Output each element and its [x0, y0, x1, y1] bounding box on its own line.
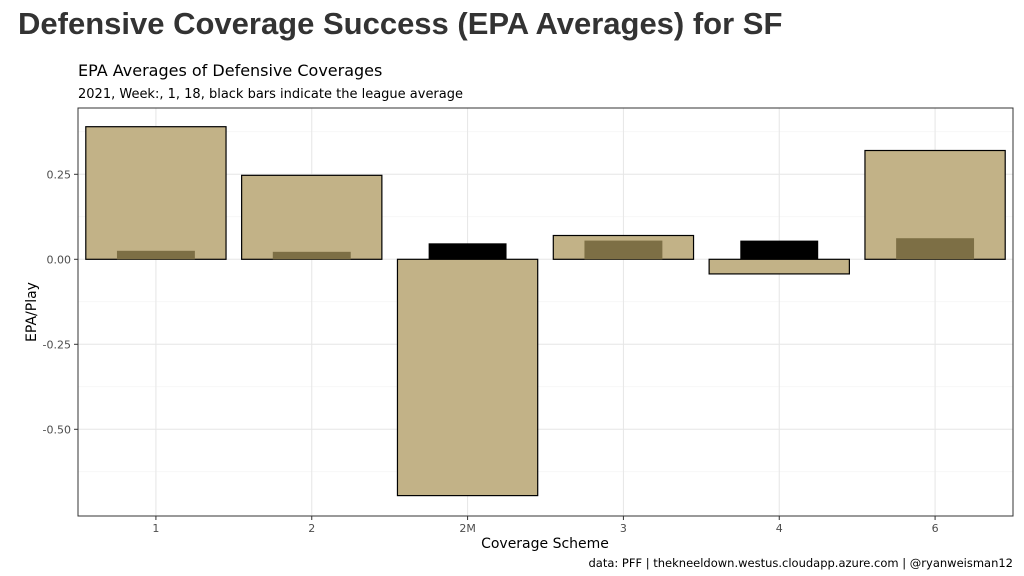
team-bar — [85, 126, 227, 260]
page-title: Defensive Coverage Success (EPA Averages… — [18, 6, 783, 41]
team-bar — [396, 258, 539, 497]
team-bar — [708, 258, 850, 275]
bars — [85, 126, 1006, 497]
x-tick-label: 3 — [620, 522, 627, 535]
x-tick-label: 6 — [932, 522, 939, 535]
league-average-bar — [740, 240, 819, 260]
league-average-bar — [428, 243, 507, 260]
y-tick-label: 0.25 — [47, 168, 72, 181]
x-tick-label: 2M — [459, 522, 476, 535]
grid — [78, 108, 1013, 516]
x-tick-label: 2 — [308, 522, 315, 535]
caption: data: PFF | thekneeldown.westus.cloudapp… — [588, 556, 1013, 570]
league-average-bar — [584, 240, 663, 260]
league-average-bar — [116, 250, 195, 260]
league-average-bar — [272, 251, 351, 260]
x-tick-label: 4 — [776, 522, 783, 535]
y-axis-title: EPA/Play — [24, 282, 40, 342]
panel-border — [77, 107, 1014, 517]
y-tick-label: -0.50 — [43, 423, 71, 436]
chart-subtitle: 2021, Week:, 1, 18, black bars indicate … — [78, 87, 463, 102]
x-tick-label: 1 — [152, 522, 159, 535]
y-tick-label: 0.00 — [47, 253, 72, 266]
team-bar — [241, 174, 383, 260]
y-axis-ticks: 0.25 0.00 -0.25 -0.50 — [43, 168, 78, 436]
chart-title: EPA Averages of Defensive Coverages — [78, 61, 382, 80]
x-axis-ticks: 1 2 2M 3 4 6 — [152, 516, 939, 535]
league-average-bar — [896, 238, 975, 260]
y-tick-label: -0.25 — [43, 338, 71, 351]
x-axis-title: Coverage Scheme — [481, 536, 609, 552]
